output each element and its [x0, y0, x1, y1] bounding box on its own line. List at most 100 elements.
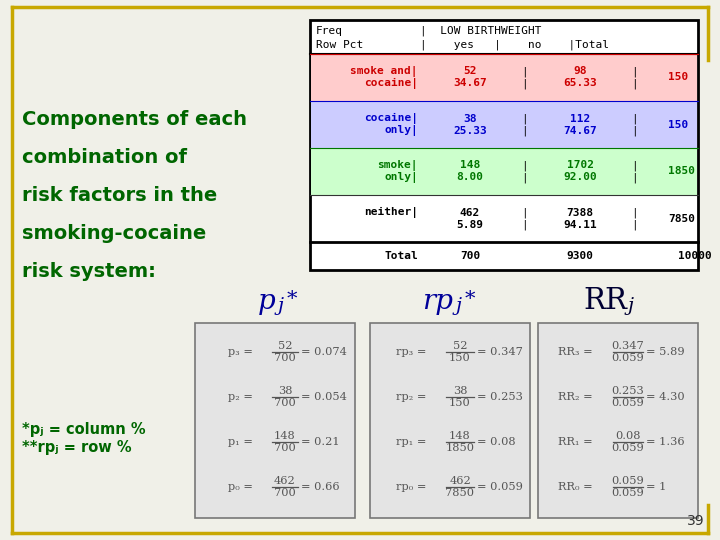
Text: |: |: [631, 125, 639, 136]
Text: 0.347: 0.347: [611, 341, 644, 351]
Text: Components of each: Components of each: [22, 110, 247, 129]
Text: 38: 38: [453, 386, 467, 396]
Text: p₂ =: p₂ =: [228, 392, 257, 402]
Text: 8.00: 8.00: [456, 172, 484, 183]
Text: *: *: [464, 290, 474, 309]
Text: j: j: [278, 297, 284, 315]
Text: |: |: [521, 113, 528, 124]
Text: |: |: [521, 207, 528, 218]
Text: 0.059: 0.059: [611, 488, 644, 498]
Text: 10000: 10000: [678, 251, 712, 261]
Text: 148: 148: [274, 431, 296, 441]
Text: |: |: [631, 219, 639, 230]
Text: 34.67: 34.67: [453, 78, 487, 89]
Text: 462: 462: [449, 476, 471, 486]
Text: |: |: [631, 207, 639, 218]
Text: rp: rp: [422, 288, 453, 315]
Text: 38: 38: [463, 113, 477, 124]
Text: |: |: [631, 66, 639, 77]
Text: 38: 38: [278, 386, 292, 396]
Bar: [311, 101, 697, 148]
Text: 150: 150: [449, 398, 471, 408]
Text: p: p: [258, 288, 276, 315]
Text: = 0.074: = 0.074: [301, 347, 347, 357]
Text: 0.059: 0.059: [611, 398, 644, 408]
Text: rp₃ =: rp₃ =: [396, 347, 430, 357]
Text: combination of: combination of: [22, 148, 187, 167]
Text: 1702: 1702: [567, 160, 593, 171]
Text: 98: 98: [573, 66, 587, 77]
Text: |  LOW BIRTHWEIGHT: | LOW BIRTHWEIGHT: [420, 26, 541, 37]
Text: RR₀ =: RR₀ =: [558, 482, 596, 492]
Bar: [311, 148, 697, 195]
Text: 148: 148: [460, 160, 480, 171]
Text: 94.11: 94.11: [563, 219, 597, 230]
Text: = 0.054: = 0.054: [301, 392, 347, 402]
Text: = 4.30: = 4.30: [646, 392, 685, 402]
Text: j: j: [627, 297, 633, 315]
Text: risk system:: risk system:: [22, 262, 156, 281]
Text: = 0.253: = 0.253: [477, 392, 523, 402]
Text: |: |: [631, 113, 639, 124]
Text: |: |: [521, 219, 528, 230]
Text: 700: 700: [460, 251, 480, 261]
Text: |    yes   |    no    |Total: | yes | no |Total: [420, 40, 609, 51]
Text: 150: 150: [668, 119, 688, 130]
Text: RR: RR: [583, 287, 627, 315]
Text: = 0.347: = 0.347: [477, 347, 523, 357]
Text: 112: 112: [570, 113, 590, 124]
Text: 700: 700: [274, 443, 296, 453]
Text: only|: only|: [384, 125, 418, 136]
Text: 25.33: 25.33: [453, 125, 487, 136]
Bar: [370, 323, 530, 518]
Text: 65.33: 65.33: [563, 78, 597, 89]
Text: *pⱼ = column %: *pⱼ = column %: [22, 422, 145, 437]
Text: |: |: [631, 172, 639, 183]
Text: 148: 148: [449, 431, 471, 441]
Text: = 1.36: = 1.36: [646, 437, 685, 447]
Bar: [310, 20, 698, 270]
Text: j: j: [455, 297, 462, 315]
Text: 1850: 1850: [446, 443, 474, 453]
Text: |: |: [521, 172, 528, 183]
Text: 462: 462: [274, 476, 296, 486]
Text: 700: 700: [274, 488, 296, 498]
Text: 52: 52: [463, 66, 477, 77]
Text: 1850: 1850: [668, 166, 695, 177]
Text: = 0.21: = 0.21: [301, 437, 340, 447]
Text: 462: 462: [460, 207, 480, 218]
Text: 150: 150: [668, 72, 688, 83]
Text: neither|: neither|: [364, 207, 418, 218]
Text: Total: Total: [384, 251, 418, 261]
Text: 74.67: 74.67: [563, 125, 597, 136]
Text: *: *: [287, 290, 297, 309]
Text: 0.08: 0.08: [616, 431, 641, 441]
Text: 7388: 7388: [567, 207, 593, 218]
Text: cocaine|: cocaine|: [364, 78, 418, 89]
Text: |: |: [631, 78, 639, 89]
Text: only|: only|: [384, 172, 418, 183]
Text: 700: 700: [274, 398, 296, 408]
Text: rp₁ =: rp₁ =: [396, 437, 430, 447]
Text: |: |: [631, 160, 639, 171]
Text: 5.89: 5.89: [456, 219, 484, 230]
Text: p₀ =: p₀ =: [228, 482, 257, 492]
Text: 700: 700: [274, 353, 296, 363]
Text: p₁ =: p₁ =: [228, 437, 257, 447]
Text: **rpⱼ = row %: **rpⱼ = row %: [22, 440, 132, 455]
Text: |: |: [521, 160, 528, 171]
Text: 52: 52: [278, 341, 292, 351]
Text: = 5.89: = 5.89: [646, 347, 685, 357]
Text: 0.059: 0.059: [611, 476, 644, 486]
Text: Row Pct: Row Pct: [316, 40, 364, 50]
Text: risk factors in the: risk factors in the: [22, 186, 217, 205]
Text: 7850: 7850: [668, 213, 695, 224]
Text: 0.253: 0.253: [611, 386, 644, 396]
Text: rp₂ =: rp₂ =: [396, 392, 430, 402]
Text: smoke|: smoke|: [377, 160, 418, 171]
Text: RR₁ =: RR₁ =: [558, 437, 596, 447]
Text: smoke and|: smoke and|: [351, 66, 418, 77]
Text: RR₂ =: RR₂ =: [558, 392, 596, 402]
Bar: [311, 54, 697, 101]
Text: = 1: = 1: [646, 482, 667, 492]
